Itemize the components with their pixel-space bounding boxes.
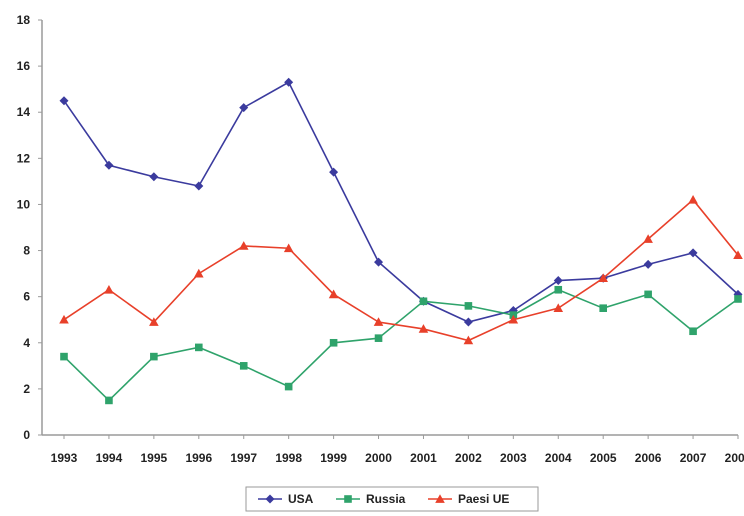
data-point: [554, 285, 563, 294]
x-tick-label: 2007: [680, 451, 707, 465]
x-tick-label: 1998: [275, 451, 302, 465]
legend-marker: [344, 495, 352, 503]
data-point: [149, 317, 159, 326]
legend-label: Russia: [366, 492, 406, 506]
data-point: [60, 352, 68, 361]
data-point: [328, 289, 339, 299]
x-tick-label: 1995: [141, 451, 168, 465]
data-point: [59, 314, 69, 324]
y-tick-label: 0: [23, 428, 30, 442]
y-tick-label: 18: [17, 13, 31, 27]
legend-label: Paesi UE: [458, 492, 509, 506]
data-point: [239, 103, 249, 113]
data-point: [284, 77, 294, 87]
data-point: [374, 334, 383, 342]
data-point: [150, 352, 158, 361]
x-tick-label: 2002: [455, 451, 482, 465]
x-tick-label: 1997: [230, 451, 257, 465]
data-point: [688, 195, 698, 204]
x-tick-label: 2006: [635, 451, 662, 465]
series-layer: [59, 77, 743, 405]
y-tick-label: 14: [17, 105, 31, 119]
data-point: [104, 284, 114, 294]
data-point: [553, 276, 563, 286]
data-point: [734, 295, 742, 303]
data-point: [374, 257, 384, 267]
y-tick-label: 12: [17, 151, 31, 165]
series-usa: [59, 77, 743, 327]
data-point: [688, 248, 698, 258]
y-tick-label: 2: [23, 382, 30, 396]
data-point: [329, 167, 339, 177]
y-tick-labels: 0 2 4 6 8 10 12 14 16 18: [17, 13, 31, 442]
data-point: [194, 268, 204, 278]
data-point: [643, 259, 653, 269]
x-tick-label: 2008: [725, 451, 744, 465]
data-point: [329, 338, 338, 347]
data-point: [733, 250, 743, 260]
y-tick-label: 16: [17, 59, 31, 73]
data-point: [104, 160, 114, 170]
data-point: [59, 96, 69, 106]
data-point: [194, 181, 204, 191]
axes: [38, 19, 739, 439]
series-line: [63, 288, 739, 402]
legend-box: [245, 486, 539, 512]
y-tick-label: 8: [23, 244, 30, 258]
data-point: [508, 314, 519, 324]
y-tick-label: 4: [23, 336, 30, 350]
series-paesi-ue: [59, 195, 743, 345]
data-point: [284, 382, 293, 391]
x-tick-label: 1994: [96, 451, 123, 465]
data-point: [239, 362, 248, 370]
legend: USA Russia Paesi UE: [245, 486, 539, 512]
x-tick-label: 2000: [365, 451, 392, 465]
data-point: [689, 327, 697, 336]
x-tick-label: 2003: [500, 451, 527, 465]
data-point: [598, 273, 608, 283]
data-point: [195, 343, 203, 352]
x-tick-label: 1999: [320, 451, 347, 465]
legend-marker: [435, 494, 445, 503]
data-point: [373, 317, 384, 326]
series-line: [63, 198, 739, 342]
data-point: [463, 317, 473, 327]
data-point: [643, 234, 653, 243]
y-tick-label: 6: [23, 290, 30, 304]
data-point: [283, 243, 294, 253]
data-point: [418, 324, 429, 333]
data-point: [464, 302, 473, 310]
series-line: [63, 81, 739, 323]
data-point: [419, 297, 428, 306]
x-tick-label: 2005: [590, 451, 617, 465]
legend-marker: [265, 494, 275, 504]
data-point: [149, 172, 159, 182]
data-point: [599, 304, 607, 312]
data-point: [644, 290, 652, 299]
data-point: [463, 335, 474, 345]
x-tick-label: 2004: [545, 451, 572, 465]
y-tick-label: 10: [17, 197, 31, 211]
data-point: [553, 303, 564, 313]
x-tick-label: 1996: [185, 451, 212, 465]
data-point: [105, 396, 113, 405]
data-point: [238, 241, 249, 250]
x-tick-labels: 1993 1994 1995 1996 1997 1998 1999 2000 2001 2002…: [51, 451, 744, 465]
x-tick-label: 2001: [410, 451, 437, 465]
series-russia: [60, 285, 742, 405]
x-tick-label: 1993: [51, 451, 78, 465]
legend-label: USA: [288, 492, 314, 506]
